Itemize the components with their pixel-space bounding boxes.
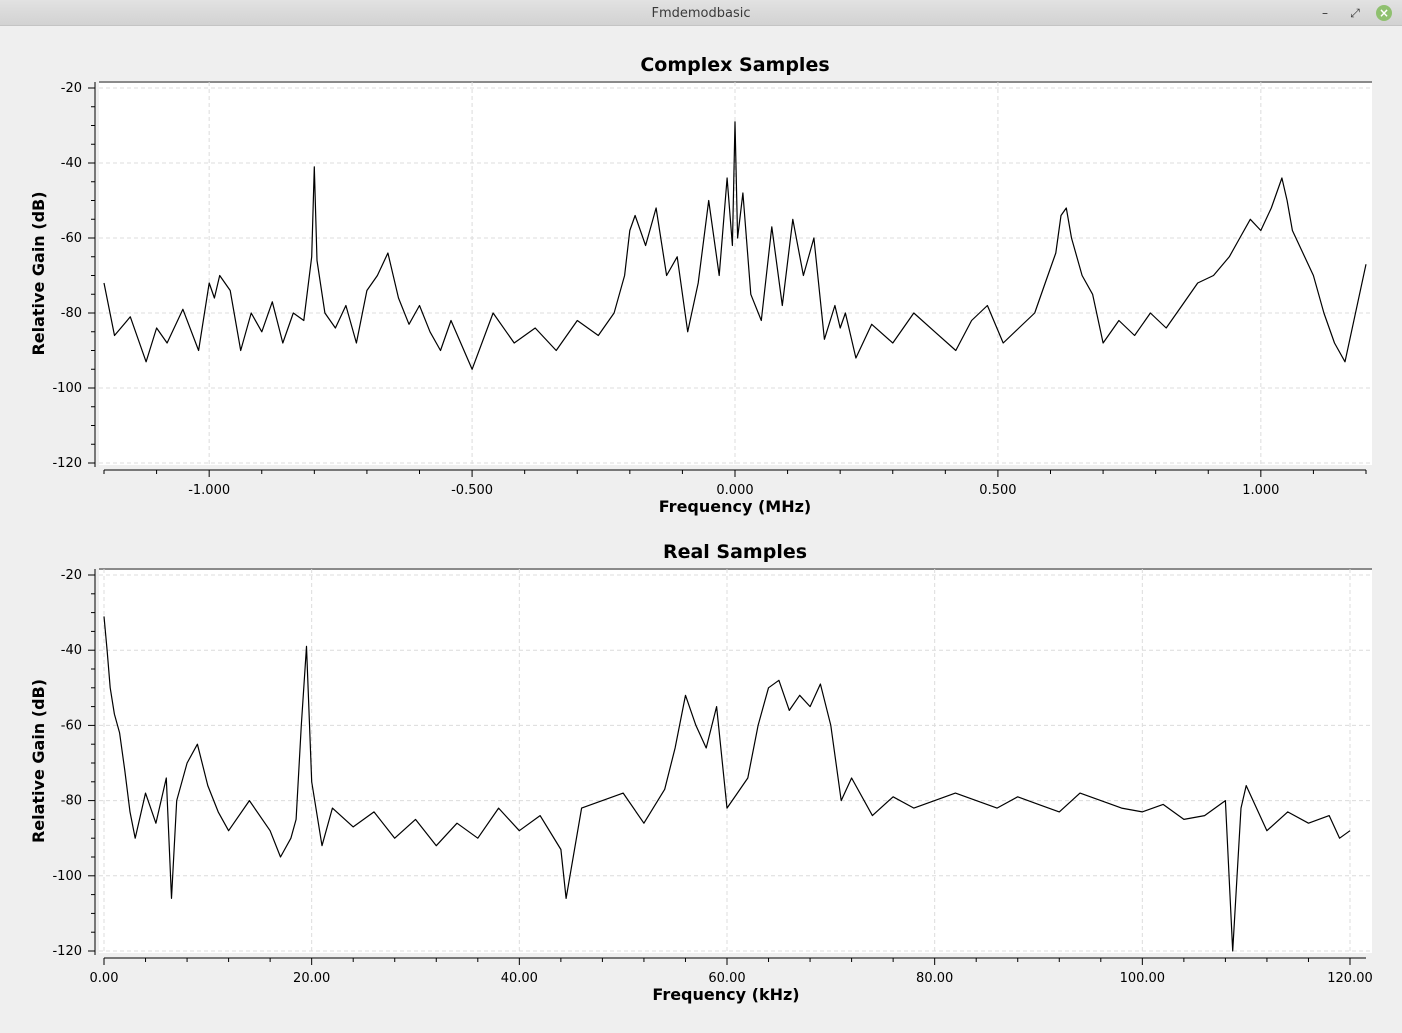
minimize-icon[interactable]: – (1322, 6, 1328, 20)
spectrum-line (103, 616, 1351, 952)
close-icon[interactable]: × (1376, 5, 1392, 21)
spectrum-line (103, 121, 1367, 370)
y-tick-label: -40 (61, 156, 82, 171)
y-tick-label: -80 (61, 306, 82, 321)
y-tick-label: -20 (61, 81, 82, 96)
plot-title: Complex Samples (640, 54, 829, 76)
x-axis-label: Frequency (kHz) (652, 985, 799, 1004)
x-tick-label: 1.000 (1242, 483, 1279, 498)
y-tick-label: -120 (52, 944, 82, 959)
maximize-icon[interactable]: ⤢ (1350, 5, 1360, 20)
real-samples-plot: -20 -40 -60 -80 -100 -120 0.00 20.00 40.00 60.00 8… (29, 541, 1373, 1004)
x-tick-label: 0.500 (979, 483, 1016, 498)
x-tick-label: 120.00 (1327, 971, 1373, 986)
x-tick-label: 0.00 (90, 971, 119, 986)
plot-title: Real Samples (663, 541, 807, 563)
x-axis-label: Frequency (MHz) (659, 497, 811, 516)
y-tick-label: -80 (61, 794, 82, 809)
complex-samples-plot: -20 -40 -60 -80 -100 -120 -1.000 -0.500 0.000 0.5… (29, 54, 1372, 516)
y-axis-label: Relative Gain (dB) (29, 191, 48, 355)
plot-area (99, 569, 1372, 953)
y-tick-label: -20 (61, 568, 82, 583)
window-title: Fmdemodbasic (651, 6, 751, 21)
y-axis-label: Relative Gain (dB) (29, 679, 48, 843)
y-tick-label: -60 (61, 718, 82, 733)
y-tick-label: -100 (52, 381, 82, 396)
window-titlebar[interactable]: Fmdemodbasic – ⤢ × (0, 0, 1402, 26)
y-tick-label: -40 (61, 643, 82, 658)
x-tick-label: 0.000 (716, 483, 753, 498)
x-tick-label: -0.500 (451, 483, 493, 498)
x-tick-label: 80.00 (916, 971, 953, 986)
x-tick-label: 60.00 (708, 971, 745, 986)
x-tick-label: 100.00 (1120, 971, 1166, 986)
y-tick-label: -100 (52, 869, 82, 884)
x-tick-label: 40.00 (501, 971, 538, 986)
x-tick-label: -1.000 (188, 483, 230, 498)
y-tick-label: -120 (52, 456, 82, 471)
x-tick-label: 20.00 (293, 971, 330, 986)
y-tick-label: -60 (61, 231, 82, 246)
